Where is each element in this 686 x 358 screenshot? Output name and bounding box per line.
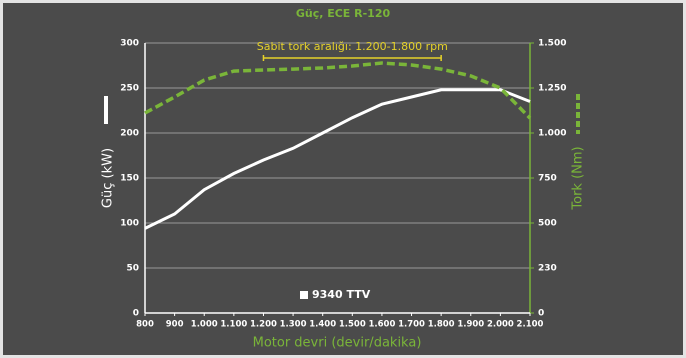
y2-tick-label: 1.000: [538, 129, 566, 139]
y2-tick-label: 230: [538, 264, 557, 274]
x-tick-label: 1.500: [339, 320, 366, 330]
y2-tick-label: 500: [538, 219, 557, 229]
background: [3, 3, 683, 355]
y2-tick-label: 1.500: [538, 39, 566, 49]
y-tick-label: 0: [133, 309, 139, 319]
y2-tick-label: 750: [538, 174, 557, 184]
y-tick-label: 200: [120, 129, 139, 139]
y-tick-label: 100: [120, 219, 139, 229]
x-tick-label: 1.300: [280, 320, 307, 330]
x-tick-label: 1.100: [220, 320, 247, 330]
y2-tick-label: 0: [538, 309, 544, 319]
annotation: Sabit tork aralığı: 1.200-1.800 rpm: [257, 40, 448, 53]
legend-label: 9340 TTV: [312, 288, 371, 301]
x-tick-label: 2.000: [487, 320, 514, 330]
x-tick-label: 2.100: [517, 320, 544, 330]
legend-swatch: [300, 291, 308, 299]
x-tick-label: 1.000: [191, 320, 218, 330]
x-tick-label: 1.200: [250, 320, 277, 330]
y-tick-label: 300: [120, 39, 139, 49]
x-tick-label: 1.900: [457, 320, 484, 330]
y2-tick-label: 1.250: [538, 84, 566, 94]
chart-title: Güç, ECE R-120: [296, 7, 391, 20]
y-axis-label: Güç (kW): [101, 148, 116, 208]
series-line: [144, 61, 532, 120]
x-tick-label: 900: [166, 320, 184, 330]
x-tick-label: 1.600: [368, 320, 395, 330]
y-tick-label: 150: [120, 174, 139, 184]
x-tick-label: 1.400: [309, 320, 336, 330]
x-tick-label: 800: [136, 320, 154, 330]
x-tick-label: 1.800: [428, 320, 455, 330]
y-tick-label: 50: [126, 264, 139, 274]
series-line: [144, 88, 531, 230]
x-tick-label: 1.700: [398, 320, 425, 330]
y-tick-label: 250: [120, 84, 139, 94]
x-axis-label: Motor devri (devir/dakika): [253, 336, 422, 351]
y2-axis-label: Tork (Nm): [571, 146, 586, 210]
